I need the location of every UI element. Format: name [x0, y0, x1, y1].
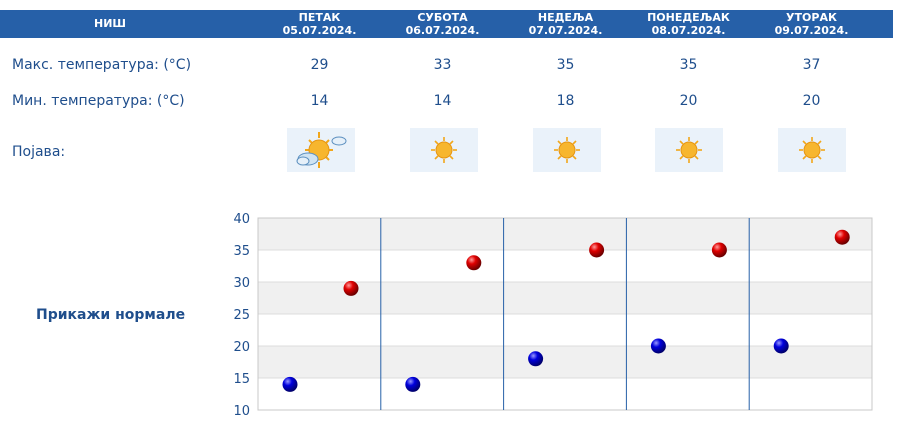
min-temp-point: [650, 338, 666, 354]
grid-band: [258, 314, 872, 346]
max-temp-value: 35: [679, 57, 698, 73]
max-temp-label: Макс. температура: (°C): [12, 57, 192, 73]
y-tick-label: 35: [233, 244, 250, 259]
phenomenon-label: Појава:: [12, 144, 66, 160]
day-name: УТОРАК: [786, 11, 837, 24]
day-name: ПОНЕДЕЉАК: [647, 11, 730, 24]
max-temp-point: [466, 255, 482, 271]
min-temp-point: [773, 338, 789, 354]
max-temp-value: 35: [556, 57, 575, 73]
max-temp-point: [711, 242, 727, 258]
day-header-0: ПЕТАК 05.07.2024.: [258, 10, 381, 39]
plot-frame: [257, 217, 873, 411]
min-temp-label: Мин. температура: (°C): [12, 93, 185, 109]
day-name: ПЕТАК: [298, 11, 341, 24]
forecast-header: НИШ ПЕТАК 05.07.2024. СУБОТА 06.07.2024.…: [0, 10, 893, 38]
min-temp-point: [282, 376, 298, 392]
max-temp-point: [589, 242, 605, 258]
grid-band: [258, 378, 872, 410]
day-date: 07.07.2024.: [528, 24, 603, 37]
day-header-2: НЕДЕЉА 07.07.2024.: [504, 10, 627, 39]
y-tick-label: 10: [233, 404, 250, 419]
day-header-1: СУБОТА 06.07.2024.: [381, 10, 504, 39]
location-name: НИШ: [93, 17, 126, 30]
y-tick-label: 15: [233, 372, 250, 387]
sun-icon: [533, 128, 601, 172]
max-temp-point: [343, 280, 359, 296]
min-temp-value: 20: [679, 93, 698, 109]
min-temp-value: 14: [433, 93, 452, 109]
day-header-3: ПОНЕДЕЉАК 08.07.2024.: [627, 10, 750, 39]
min-temp-value: 20: [802, 93, 821, 109]
partly-cloudy-sun-icon: [287, 128, 355, 172]
y-tick-label: 30: [233, 276, 250, 291]
day-name: СУБОТА: [417, 11, 468, 24]
day-date: 09.07.2024.: [774, 24, 849, 37]
sun-icon: [655, 128, 723, 172]
grid-band: [258, 346, 872, 378]
grid-band: [258, 282, 872, 314]
plot-bands: [257, 217, 873, 411]
max-temp-value: 29: [310, 57, 329, 73]
day-header-4: УТОРАК 09.07.2024.: [750, 10, 873, 39]
max-temp-point: [834, 229, 850, 245]
min-temp-point: [405, 376, 421, 392]
data-points: [282, 229, 850, 392]
y-tick-label: 40: [233, 212, 250, 227]
grid-band: [258, 250, 872, 282]
min-temp-value: 18: [556, 93, 575, 109]
max-temp-value: 33: [433, 57, 452, 73]
min-temp-value: 14: [310, 93, 329, 109]
day-name: НЕДЕЉА: [537, 11, 594, 24]
day-date: 06.07.2024.: [405, 24, 480, 37]
min-temp-point: [528, 351, 544, 367]
sun-icon: [778, 128, 846, 172]
day-dividers: [380, 218, 750, 410]
sun-icon: [410, 128, 478, 172]
day-date: 08.07.2024.: [651, 24, 726, 37]
grid-band: [258, 218, 872, 250]
max-temp-value: 37: [802, 57, 821, 73]
y-axis-ticks: 10 15 20 25 30 35 40: [233, 212, 250, 419]
y-tick-label: 20: [233, 340, 250, 355]
day-date: 05.07.2024.: [282, 24, 357, 37]
show-normals-link[interactable]: Прикажи нормале: [36, 307, 186, 323]
y-tick-label: 25: [233, 308, 250, 323]
